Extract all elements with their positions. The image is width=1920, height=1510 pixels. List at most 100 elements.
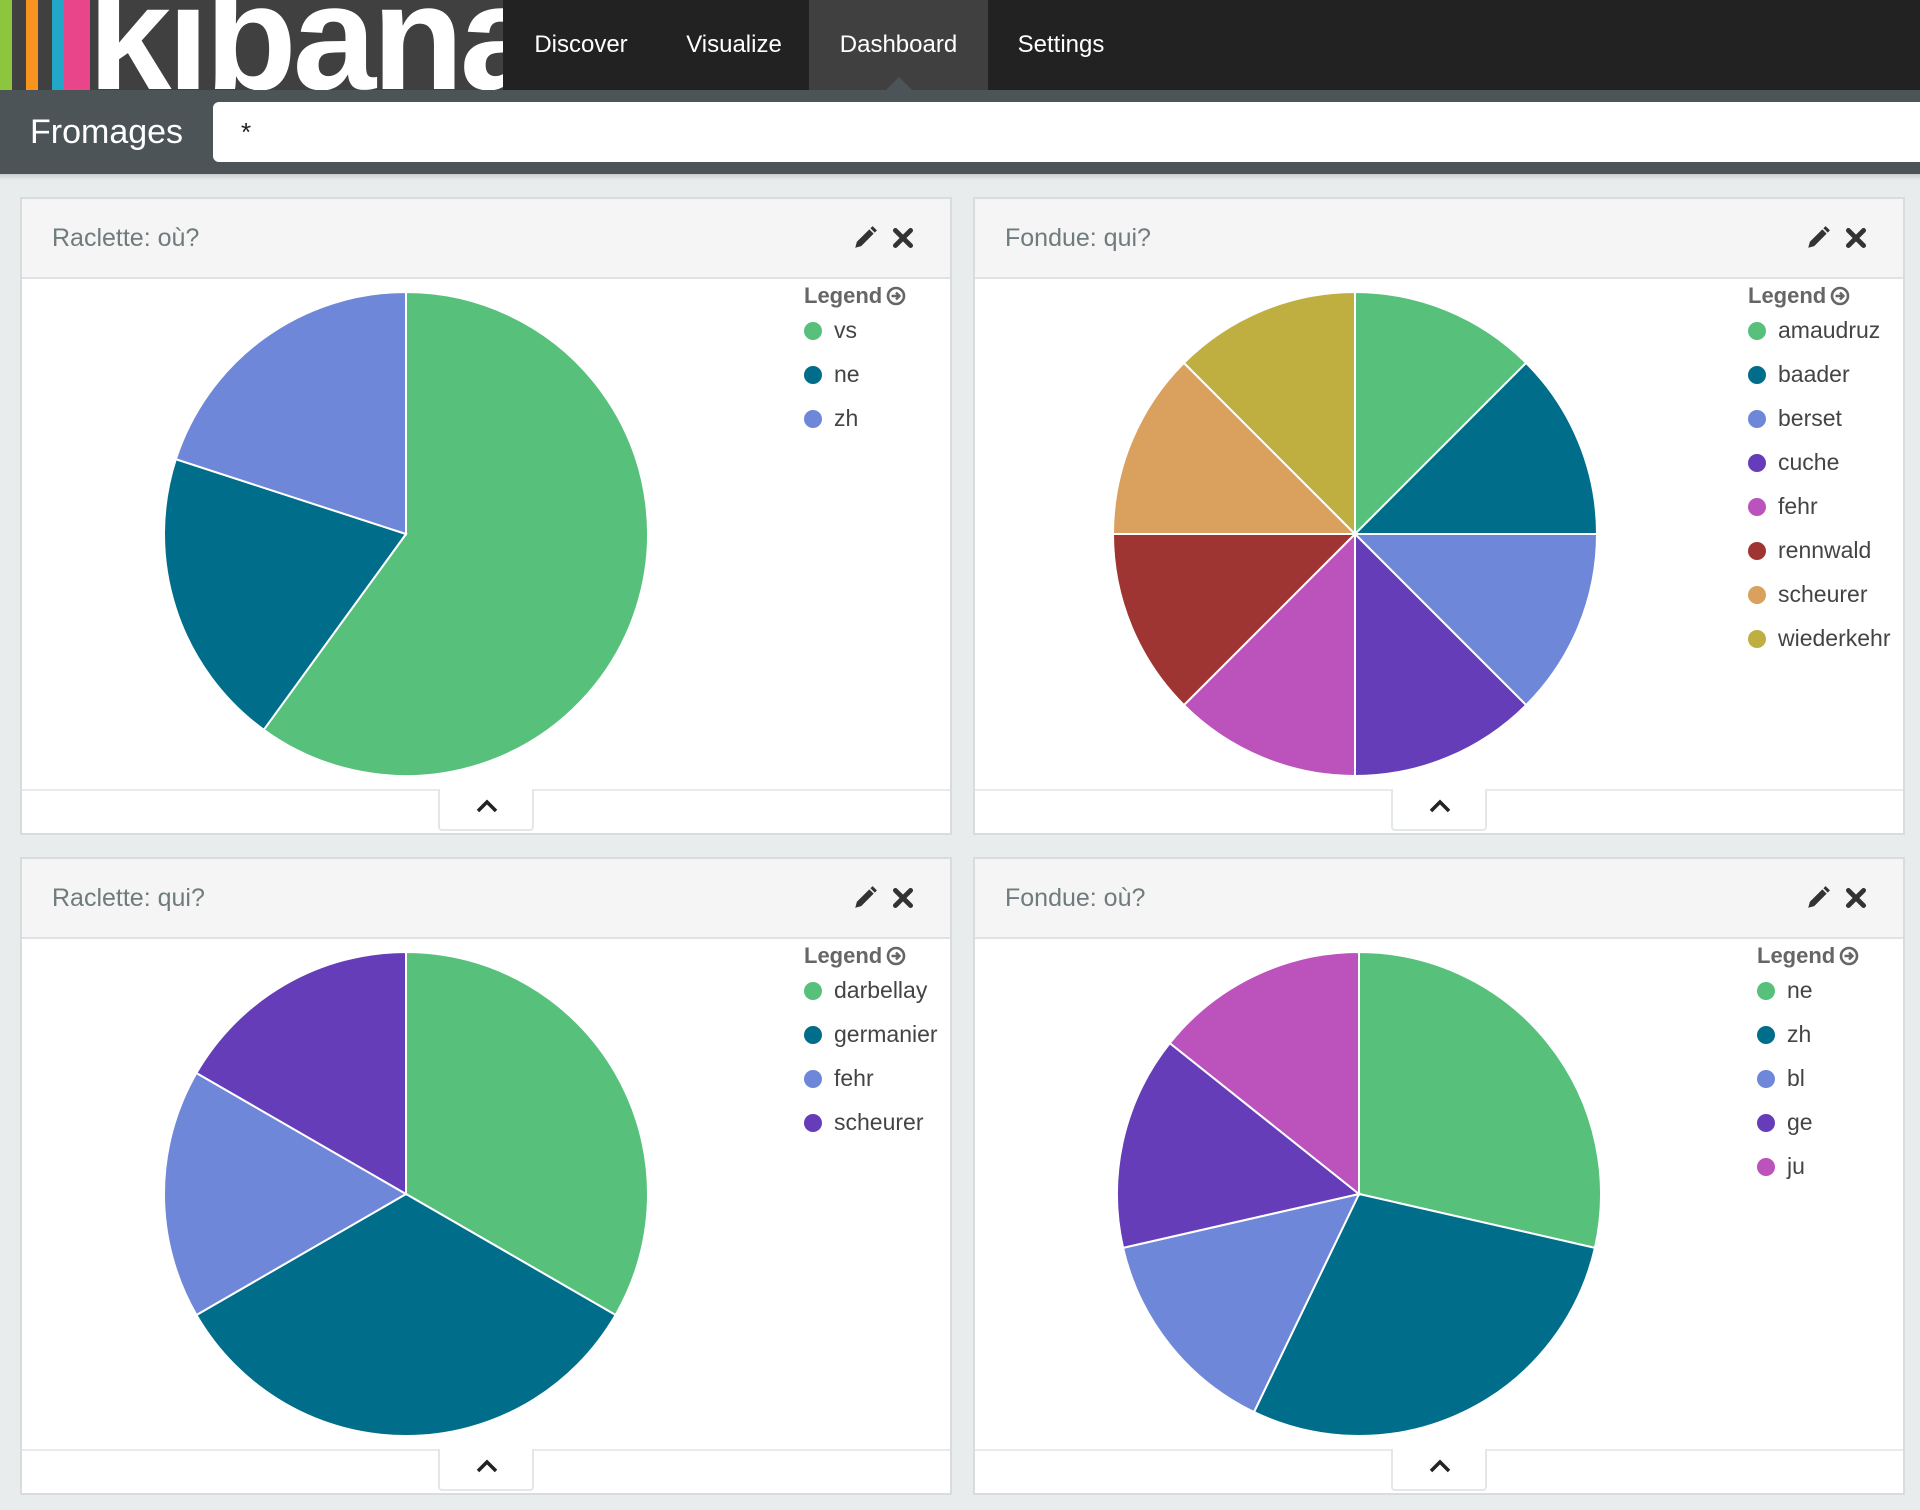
legend-swatch: [1748, 322, 1766, 340]
search-query-input[interactable]: [213, 102, 1920, 162]
legend-swatch: [804, 322, 822, 340]
legend-swatch: [1757, 982, 1775, 1000]
pie-slice-zh[interactable]: [1252, 1192, 1597, 1437]
chevron-up-icon: [1429, 799, 1451, 813]
active-tab-caret: [885, 77, 912, 90]
legend-item-ge[interactable]: ge: [1757, 1107, 1813, 1137]
legend-item-wiederkehr[interactable]: wiederkehr: [1748, 623, 1891, 653]
legend-item-zh[interactable]: zh: [804, 403, 858, 433]
pie-slice-berset[interactable]: [1352, 533, 1599, 707]
pie-slice-fehr[interactable]: [1182, 531, 1356, 778]
pie-slice-scheurer[interactable]: [195, 950, 407, 1196]
top-navbar: kibana Discover Visualize Dashboard Sett…: [0, 0, 1920, 90]
tab-label: Discover: [534, 31, 628, 58]
legend-swatch: [804, 366, 822, 384]
legend-item-cuche[interactable]: cuche: [1748, 447, 1839, 477]
pie-slice-amaudruz[interactable]: [1354, 290, 1528, 537]
legend-item-darbellay[interactable]: darbellay: [804, 975, 927, 1005]
legend-toggle[interactable]: Legend: [1757, 939, 1859, 973]
logo-stripe: [52, 0, 64, 90]
legend-label: bl: [1787, 1065, 1805, 1091]
pie-slice-darbellay[interactable]: [405, 950, 650, 1317]
legend-item-amaudruz[interactable]: amaudruz: [1748, 315, 1880, 345]
logo-stripe: [12, 0, 26, 90]
pie-slice-ge[interactable]: [1116, 1041, 1362, 1250]
pie-slice-scheurer[interactable]: [1111, 361, 1358, 535]
legend-item-germanier[interactable]: germanier: [804, 1019, 938, 1049]
legend-swatch: [1748, 586, 1766, 604]
collapse-button[interactable]: [438, 1449, 534, 1491]
legend-item-ne[interactable]: ne: [1757, 975, 1813, 1005]
legend-item-baader[interactable]: baader: [1748, 359, 1850, 389]
legend-item-ne[interactable]: ne: [804, 359, 860, 389]
pie-slice-zh[interactable]: [174, 290, 407, 536]
pie-slice-vs[interactable]: [262, 290, 649, 777]
legend-toggle[interactable]: Legend: [804, 939, 906, 973]
legend-label: scheurer: [834, 1109, 924, 1135]
legend-label: fehr: [834, 1065, 874, 1091]
panel-header: Fondue: où?: [975, 859, 1903, 939]
legend-item-fehr[interactable]: fehr: [804, 1063, 874, 1093]
pencil-icon[interactable]: [1805, 885, 1831, 911]
legend-item-zh[interactable]: zh: [1757, 1019, 1811, 1049]
collapse-button[interactable]: [1391, 1449, 1487, 1491]
arrow-circle-right-icon: [1830, 286, 1850, 306]
panel-title: Fondue: où?: [1005, 884, 1146, 912]
close-icon[interactable]: [1843, 885, 1869, 911]
pie-slice-fehr[interactable]: [162, 1071, 409, 1317]
logo-stripe: [64, 0, 90, 90]
pencil-icon[interactable]: [852, 885, 878, 911]
tab-label: Visualize: [686, 31, 782, 58]
panel-footer: [975, 1449, 1903, 1493]
tab-discover[interactable]: Discover: [503, 0, 659, 90]
pie-slice-wiederkehr[interactable]: [1182, 290, 1356, 537]
legend-label: ne: [834, 361, 860, 387]
pie-slice-ne[interactable]: [162, 457, 408, 732]
legend-item-rennwald[interactable]: rennwald: [1748, 535, 1871, 565]
pencil-icon[interactable]: [1805, 225, 1831, 251]
tab-dashboard[interactable]: Dashboard: [809, 0, 988, 90]
legend-swatch: [804, 1114, 822, 1132]
pencil-icon[interactable]: [852, 225, 878, 251]
legend-label: berset: [1778, 405, 1842, 431]
pie-slice-ne[interactable]: [1358, 950, 1602, 1250]
dashbar-shadow: [0, 174, 1920, 180]
pie-slice-ju[interactable]: [1168, 950, 1360, 1197]
legend-swatch: [1748, 454, 1766, 472]
pie-slice-rennwald[interactable]: [1111, 533, 1358, 707]
legend-item-vs[interactable]: vs: [804, 315, 857, 345]
legend-swatch: [1757, 1026, 1775, 1044]
legend-swatch: [1748, 630, 1766, 648]
pie-slice-bl[interactable]: [1121, 1192, 1361, 1414]
kibana-logo[interactable]: kibana: [0, 0, 503, 90]
legend-swatch: [804, 1070, 822, 1088]
chevron-up-icon: [476, 799, 498, 813]
legend-toggle[interactable]: Legend: [1748, 279, 1850, 313]
legend-swatch: [1748, 410, 1766, 428]
legend-swatch: [1748, 542, 1766, 560]
legend-item-ju[interactable]: ju: [1757, 1151, 1805, 1181]
arrow-circle-right-icon: [886, 946, 906, 966]
panel-raclette-qui: Raclette: qui? Legend darbellay germanier f…: [20, 857, 952, 1495]
collapse-button[interactable]: [438, 789, 534, 831]
legend-item-bl[interactable]: bl: [1757, 1063, 1805, 1093]
pie-slice-baader[interactable]: [1352, 361, 1599, 535]
pie-chart: [162, 950, 650, 1438]
legend-item-scheurer[interactable]: scheurer: [1748, 579, 1867, 609]
tab-label: Dashboard: [839, 31, 958, 58]
close-icon[interactable]: [1843, 225, 1869, 251]
close-icon[interactable]: [890, 225, 916, 251]
dashboard-title: Fromages: [30, 113, 184, 151]
legend-label: fehr: [1778, 493, 1818, 519]
legend-toggle[interactable]: Legend: [804, 279, 906, 313]
tab-settings[interactable]: Settings: [988, 0, 1134, 90]
collapse-button[interactable]: [1391, 789, 1487, 831]
close-icon[interactable]: [890, 885, 916, 911]
pie-slice-cuche[interactable]: [1354, 531, 1528, 778]
legend-heading: Legend: [804, 283, 883, 308]
legend-item-berset[interactable]: berset: [1748, 403, 1842, 433]
legend-item-scheurer[interactable]: scheurer: [804, 1107, 923, 1137]
legend-item-fehr[interactable]: fehr: [1748, 491, 1818, 521]
panel-fondue-ou: Fondue: où? Legend ne zh bl ge ju: [973, 857, 1905, 1495]
tab-visualize[interactable]: Visualize: [659, 0, 809, 90]
